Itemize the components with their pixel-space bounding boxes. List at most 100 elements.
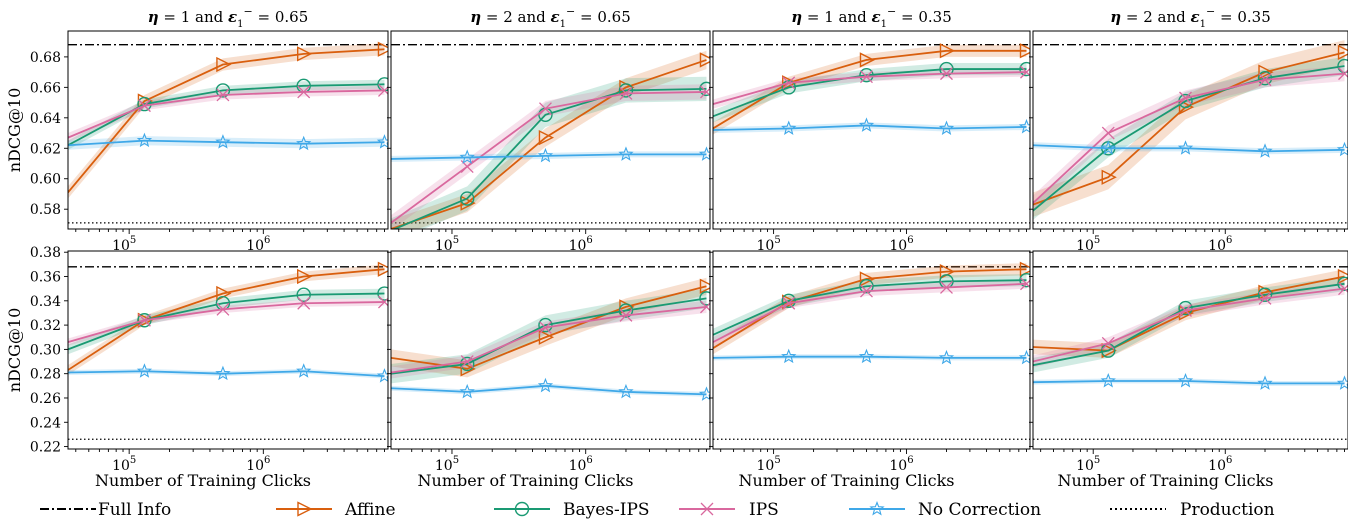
series-line-no-correction [713, 124, 1027, 131]
marker-star [698, 146, 710, 161]
axes-frame [712, 30, 1031, 230]
marker-triangle [460, 195, 476, 211]
legend-label: No Correction [918, 500, 1041, 520]
band-affine [1033, 40, 1345, 217]
marker-circle [514, 501, 530, 517]
band-ips [1033, 282, 1345, 368]
marker-triangle [1019, 43, 1030, 59]
marker-star [1336, 141, 1348, 157]
marker-circle [618, 303, 634, 318]
marker-x [1338, 282, 1348, 296]
y-tick-label: 0.24 [30, 415, 61, 431]
marker-x [1179, 91, 1192, 105]
marker-x [782, 296, 796, 310]
band-ips [713, 67, 1027, 109]
marker-star [537, 147, 554, 163]
marker-circle [939, 61, 954, 77]
x-tick-label: 105 [112, 235, 136, 254]
series-line-bayes-ips [391, 297, 707, 375]
y-tick-label: 0.30 [30, 342, 61, 358]
band-bayes-ips [1033, 56, 1345, 220]
axes-frame [390, 30, 711, 230]
marker-x [297, 85, 311, 99]
legend-item-full-info: Full Info [40, 500, 171, 520]
y-tick-label: 0.68 [30, 50, 61, 66]
x-tick-label: 106 [569, 235, 593, 254]
marker-triangle [377, 261, 388, 277]
marker-star [296, 363, 312, 378]
panel-r0-c0: 105 106 0.58 0.60 0.62 0.64 0.66 0.68 η = 1 and … [30, 5, 389, 254]
axes-frame [712, 250, 1031, 450]
marker-triangle [859, 52, 876, 68]
series-line-affine [68, 48, 385, 194]
marker-circle [460, 191, 475, 206]
y-tick-label: 0.60 [30, 172, 61, 188]
marker-triangle [699, 52, 710, 68]
marker-triangle [939, 43, 956, 59]
series-line-no-correction [391, 384, 707, 396]
legend-label: Production [1180, 500, 1275, 520]
marker-triangle [1337, 44, 1348, 60]
series-line-affine [713, 49, 1027, 130]
panel-r1-c0: 105 106 0.22 0.24 0.26 0.28 0.30 0.32 0.34 0.36 0.… [30, 245, 389, 490]
x-tick-label: 105 [1076, 235, 1100, 254]
marker-circle [781, 293, 796, 309]
panel-title: η = 1 and ε1− = 0.35 [791, 5, 952, 30]
axes-frame [390, 250, 711, 450]
x-tick-label: 105 [112, 455, 136, 474]
marker-triangle [1178, 99, 1195, 115]
marker-x [940, 280, 953, 294]
marker-circle [699, 291, 710, 306]
marker-x [538, 321, 552, 334]
marker-star [858, 348, 875, 364]
axes-frame [1032, 250, 1348, 450]
panel-r0-c3: 105 106 η = 2 and ε1− = 0.35 [1029, 5, 1348, 254]
marker-triangle [1337, 268, 1348, 285]
marker-x [619, 86, 633, 100]
marker-circle [1178, 300, 1193, 316]
x-tick-label: 105 [756, 455, 780, 474]
marker-circle [1019, 272, 1030, 288]
marker-x [700, 85, 710, 99]
marker-triangle [460, 361, 476, 377]
marker-star [618, 383, 634, 399]
legend-item-bayes-ips: Bayes-IPS [494, 500, 650, 520]
series-line-no-correction [68, 370, 385, 378]
plot-area [713, 43, 1030, 224]
marker-x [860, 284, 873, 298]
marker-circle [538, 317, 553, 333]
y-tick-label: 0.66 [30, 80, 61, 96]
marker-x [1179, 304, 1192, 317]
marker-circle [1337, 58, 1348, 74]
series-line-no-correction [68, 139, 385, 147]
band-bayes-ips [68, 79, 385, 150]
marker-x [538, 102, 552, 116]
marker-x [619, 308, 633, 322]
legend-label: Bayes-IPS [563, 500, 650, 520]
marker-circle [377, 286, 388, 301]
x-tick-label: 106 [1208, 455, 1232, 474]
marker-star [136, 363, 153, 378]
marker-triangle [1019, 261, 1030, 277]
marker-x [940, 67, 953, 81]
legend-label: Full Info [98, 500, 171, 520]
marker-x [378, 83, 388, 97]
plot-area [68, 41, 388, 224]
marker-x [782, 76, 796, 90]
legend-item-production: Production [1110, 500, 1275, 520]
marker-x [1020, 65, 1030, 79]
y-tick-label: 0.28 [30, 367, 61, 383]
axes-frame [67, 250, 389, 450]
y-tick-label: 0.38 [30, 245, 61, 261]
marker-x [1101, 336, 1115, 350]
marker-star [858, 117, 875, 132]
series-line-bayes-ips [713, 68, 1027, 118]
legend-item-ips: IPS [679, 500, 779, 520]
marker-x [216, 88, 230, 102]
marker-star [537, 377, 554, 393]
plot-area [391, 44, 710, 229]
x-tick-label: 106 [889, 455, 913, 474]
axes-frame [67, 30, 389, 230]
